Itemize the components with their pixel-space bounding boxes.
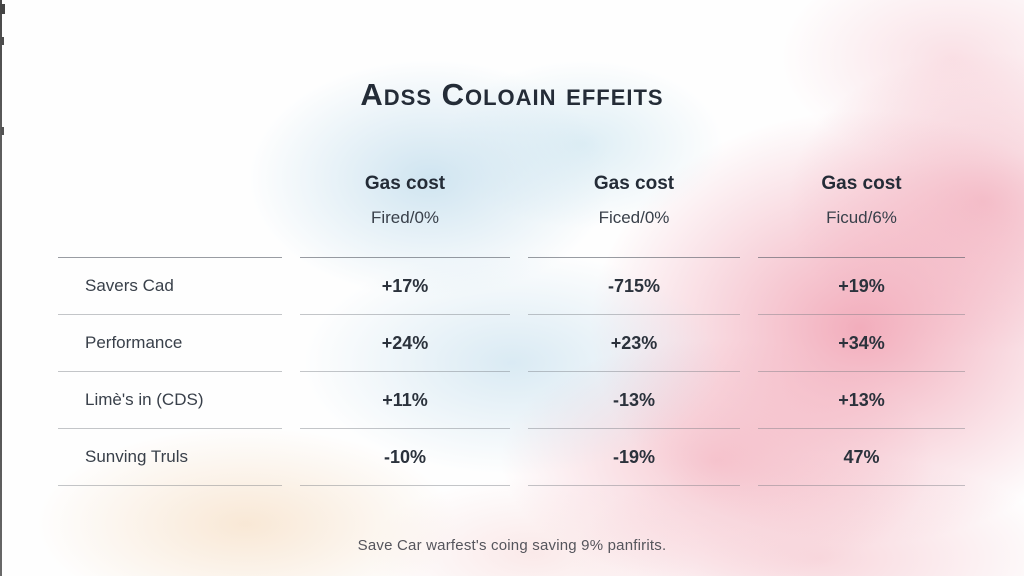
table-cell: -19% (528, 429, 740, 486)
table-cell: +13% (758, 372, 965, 429)
table-cell: +23% (528, 315, 740, 372)
table-cell: +34% (758, 315, 965, 372)
table-cell: +17% (300, 258, 510, 315)
data-table: Gas cost Fired/0% Gas cost Ficed/0% Gas … (58, 160, 965, 486)
column-title: Gas cost (593, 173, 675, 194)
column-title: Gas cost (364, 173, 446, 194)
table-cell: -10% (300, 429, 510, 486)
column-title: Gas cost (821, 173, 902, 194)
table-cell: +11% (300, 372, 510, 429)
table-cell: +24% (300, 315, 510, 372)
table-cell: +19% (758, 258, 965, 315)
column-header-3: Gas cost Ficud/6% (758, 160, 965, 258)
footer-caption: Save Car warfest's coing saving 9% panfi… (357, 537, 667, 554)
row-label: Performance (58, 315, 282, 372)
row-label: Sunving Truls (58, 429, 282, 486)
column-header-1: Gas cost Fired/0% (300, 160, 510, 258)
header-empty-cell (58, 160, 282, 258)
page-title: Adss Coloain effeits (360, 77, 664, 112)
column-subtitle: Fired/0% (370, 208, 440, 227)
row-label: Savers Cad (58, 258, 282, 315)
column-subtitle: Ficed/0% (598, 208, 670, 227)
row-label: Limè's in (CDS) (58, 372, 282, 429)
column-subtitle: Ficud/6% (826, 208, 897, 227)
left-edge-artifact (0, 0, 5, 576)
column-header-2: Gas cost Ficed/0% (528, 160, 740, 258)
table-cell: 47% (758, 429, 965, 486)
table-cell: -13% (528, 372, 740, 429)
table-cell: -715% (528, 258, 740, 315)
